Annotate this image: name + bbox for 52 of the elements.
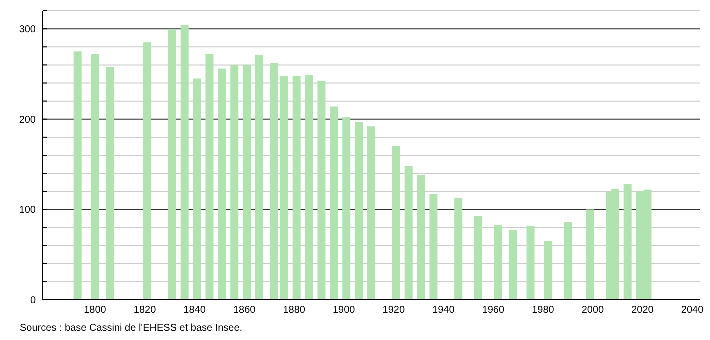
x-tick-label: 2040 [681, 305, 704, 316]
x-tick-label: 1840 [184, 305, 206, 316]
bar [168, 29, 176, 300]
bar [454, 198, 463, 300]
bar [430, 194, 438, 300]
bar [624, 184, 632, 300]
bar [218, 68, 226, 300]
x-tick-label: 1920 [382, 305, 406, 316]
bar [243, 65, 252, 300]
bar [230, 65, 239, 300]
bar [91, 54, 100, 300]
x-tick-label: 1960 [482, 305, 506, 316]
x-tick-label: 1860 [233, 305, 256, 316]
bar [318, 81, 326, 300]
x-tick-label: 1900 [333, 305, 356, 316]
x-tick-label: 1980 [532, 305, 555, 316]
x-tick-label: 1940 [432, 305, 456, 316]
x-tick-label: 1820 [134, 305, 157, 316]
bar [342, 118, 351, 300]
bar [509, 230, 518, 300]
bar [526, 226, 535, 300]
y-tick-label: 300 [19, 24, 36, 36]
x-tick-label: 1800 [84, 305, 107, 316]
bar [292, 76, 301, 300]
bar [330, 106, 338, 300]
bar [564, 222, 572, 300]
bar [586, 210, 594, 300]
bar [180, 25, 189, 300]
x-tick-label: 1880 [283, 305, 306, 316]
bar [392, 146, 400, 300]
source-note: Sources : base Cassini de l'EHESS et base Insee. [20, 323, 243, 334]
bar [494, 225, 502, 300]
y-tick-label: 0 [30, 296, 36, 306]
bar [106, 66, 114, 300]
y-tick-label: 100 [19, 205, 36, 216]
bar [355, 122, 364, 300]
bar [474, 216, 483, 300]
bar [368, 126, 376, 300]
bar [193, 78, 202, 300]
bar [417, 175, 426, 300]
bar [280, 76, 288, 300]
bar [544, 241, 552, 300]
x-tick-label: 2020 [632, 305, 654, 316]
bar [74, 52, 82, 300]
y-tick-label: 200 [19, 114, 36, 126]
x-tick-label: 2000 [582, 305, 605, 316]
bar [270, 63, 278, 300]
bar [144, 42, 152, 300]
bar [206, 54, 214, 300]
bar [404, 166, 413, 300]
bar [256, 55, 264, 300]
bar [305, 75, 314, 300]
